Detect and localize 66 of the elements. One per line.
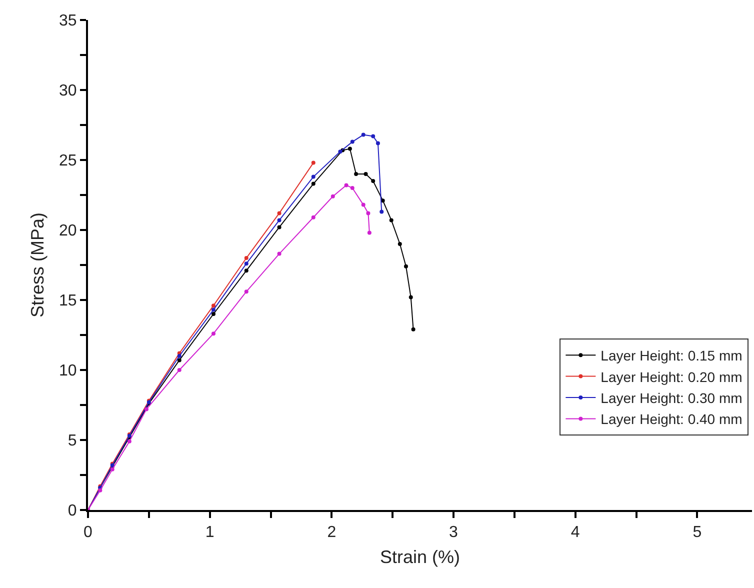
point — [177, 358, 182, 362]
y-tick-label: 0 — [68, 502, 77, 520]
point — [371, 179, 376, 183]
x-axis-title: Strain (%) — [380, 546, 460, 567]
point — [350, 140, 354, 144]
point — [380, 210, 384, 214]
x-tick-label: 4 — [570, 524, 580, 542]
point — [398, 242, 402, 246]
legend-label: Layer Height: 0.40 mm — [600, 411, 742, 428]
x-tick-label: 3 — [449, 524, 458, 542]
point — [127, 439, 132, 444]
point — [211, 308, 216, 312]
point — [211, 332, 216, 336]
point — [361, 202, 366, 207]
point — [277, 218, 282, 222]
point — [350, 186, 354, 190]
x-tick-label: 2 — [327, 524, 336, 542]
point — [211, 312, 216, 316]
point — [338, 150, 342, 154]
point — [366, 211, 370, 216]
legend-label: Layer Height: 0.15 mm — [600, 348, 742, 364]
point — [244, 262, 248, 266]
point — [361, 132, 366, 137]
y-tick-label: 30 — [59, 82, 77, 100]
point — [371, 134, 376, 138]
point — [244, 290, 248, 294]
point — [177, 354, 182, 358]
y-tick-label: 35 — [59, 12, 77, 30]
legend-label: Layer Height: 0.20 mm — [600, 368, 742, 385]
point — [144, 407, 148, 412]
line-series — [88, 183, 372, 510]
point — [408, 295, 413, 300]
point — [330, 194, 335, 198]
y-tick-label: 5 — [68, 432, 77, 450]
y-axis-title: Stress (MPa) — [28, 212, 48, 318]
x-tick-label: 1 — [205, 524, 214, 542]
x-tick-label: 5 — [692, 524, 702, 542]
point — [348, 146, 352, 151]
point — [211, 304, 216, 308]
point — [110, 467, 114, 472]
point — [244, 256, 248, 260]
point — [404, 264, 408, 268]
point — [244, 268, 248, 273]
legend-label: Layer Height: 0.30 mm — [600, 390, 742, 406]
y-tick-label: 15 — [59, 292, 77, 310]
point — [277, 252, 282, 256]
point — [177, 368, 182, 372]
point — [354, 172, 358, 176]
point — [311, 215, 316, 220]
point — [411, 327, 416, 332]
point — [380, 198, 385, 203]
y-tick-label: 25 — [59, 152, 77, 170]
x-tick-label: 0 — [84, 524, 93, 542]
y-tick-label: 10 — [59, 362, 77, 380]
point — [344, 183, 348, 188]
point — [311, 174, 316, 179]
point — [389, 218, 394, 222]
point — [311, 182, 316, 186]
point — [367, 230, 372, 235]
point — [364, 172, 368, 176]
y-tick-label: 20 — [59, 222, 77, 240]
point — [311, 160, 316, 165]
point — [376, 141, 380, 146]
point — [277, 225, 282, 230]
point — [98, 488, 102, 492]
point — [277, 211, 282, 216]
